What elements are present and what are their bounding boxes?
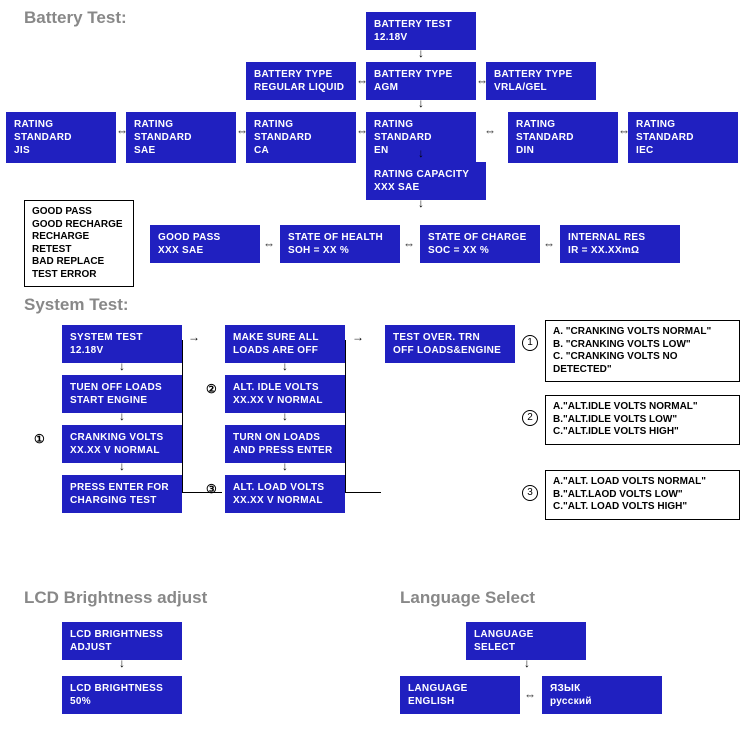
- lcd-value: LCD BRIGHTNESS50%: [62, 676, 182, 714]
- arrow: ⇔: [356, 74, 368, 88]
- bt-rs-din: RATING STANDARDDIN: [508, 112, 618, 163]
- arrow: ↓: [520, 656, 534, 670]
- arrow: ↓: [278, 409, 292, 423]
- connector: [182, 492, 222, 493]
- bt-rs-jis: RATING STANDARDJIS: [6, 112, 116, 163]
- bt-rs-sae: RATING STANDARDSAE: [126, 112, 236, 163]
- st-cranking: CRANKING VOLTSXX.XX V NORMAL: [62, 425, 182, 463]
- bt-good: GOOD PASSXXX SAE: [150, 225, 260, 263]
- arrow: ⇔: [484, 124, 496, 138]
- title-lang: Language Select: [400, 588, 535, 608]
- bt-soh: STATE OF HEALTHSOH = XX %: [280, 225, 400, 263]
- circ-2: 2: [522, 410, 538, 426]
- arrow: ↓: [278, 359, 292, 373]
- st-note3: A."ALT. LOAD VOLTS NORMAL"B."ALT.LAOD VO…: [545, 470, 740, 520]
- bt-type-agm: BATTERY TYPEAGM: [366, 62, 476, 100]
- bt-type-liquid: BATTERY TYPEREGULAR LIQUID: [246, 62, 356, 100]
- arrow: ⇔: [116, 124, 128, 138]
- circ-1: 1: [522, 335, 538, 351]
- arrow: ↓: [414, 146, 428, 160]
- arrow: ⇔: [543, 237, 555, 251]
- title-lcd: LCD Brightness adjust: [24, 588, 207, 608]
- bt-rs-iec: RATING STANDARDIEC: [628, 112, 738, 163]
- arrow: →: [188, 330, 200, 344]
- st-altidle: ALT. IDLE VOLTSXX.XX V NORMAL: [225, 375, 345, 413]
- marker-2: ②: [206, 382, 217, 396]
- connector: [345, 492, 381, 493]
- st-press: PRESS ENTER FORCHARGING TEST: [62, 475, 182, 513]
- marker-1: ①: [34, 432, 45, 446]
- bt-ir: INTERNAL RESIR = XX.XXmΩ: [560, 225, 680, 263]
- arrow: ⇔: [524, 688, 536, 702]
- bt-results-box: GOOD PASSGOOD RECHARGERECHARGE RETESTBAD…: [24, 200, 134, 287]
- connector: [345, 340, 346, 492]
- connector: [182, 340, 183, 492]
- arrow: ↓: [115, 409, 129, 423]
- arrow: ↓: [115, 656, 129, 670]
- st-note2: A."ALT.IDLE VOLTS NORMAL"B."ALT.IDLE VOL…: [545, 395, 740, 445]
- arrow: ⇔: [618, 124, 630, 138]
- arrow: ↓: [115, 459, 129, 473]
- lang-select: LANGUAGESELECT: [466, 622, 586, 660]
- bt-type-vrla: BATTERY TYPEVRLA/GEL: [486, 62, 596, 100]
- bt-capacity: RATING CAPACITYXXX SAE: [366, 162, 486, 200]
- st-turnon: TURN ON LOADSAND PRESS ENTER: [225, 425, 345, 463]
- st-turnoff: TUEN OFF LOADSSTART ENGINE: [62, 375, 182, 413]
- arrow: ⇔: [356, 124, 368, 138]
- arrow: ⇔: [263, 237, 275, 251]
- title-battery: Battery Test:: [24, 8, 127, 28]
- st-root: SYSTEM TEST12.18V: [62, 325, 182, 363]
- bt-root: BATTERY TEST12.18V: [366, 12, 476, 50]
- arrow: ↓: [414, 96, 428, 110]
- arrow: ⇔: [403, 237, 415, 251]
- arrow: ↓: [278, 459, 292, 473]
- bt-rs-ca: RATING STANDARDCA: [246, 112, 356, 163]
- lang-english: LANGUAGEENGLISH: [400, 676, 520, 714]
- bt-soc: STATE OF CHARGESOC = XX %: [420, 225, 540, 263]
- st-altload: ALT. LOAD VOLTSXX.XX V NORMAL: [225, 475, 345, 513]
- st-testover: TEST OVER. TRNOFF LOADS&ENGINE: [385, 325, 515, 363]
- lang-russian: ЯЗЫКрусский: [542, 676, 662, 714]
- arrow: →: [352, 330, 364, 344]
- circ-3: 3: [522, 485, 538, 501]
- arrow: ↓: [115, 359, 129, 373]
- arrow: ⇔: [476, 74, 488, 88]
- title-system: System Test:: [24, 295, 129, 315]
- st-makesure: MAKE SURE ALLLOADS ARE OFF: [225, 325, 345, 363]
- st-note1: A. "CRANKING VOLTS NORMAL"B. "CRANKING V…: [545, 320, 740, 382]
- arrow: ↓: [414, 196, 428, 210]
- marker-3: ③: [206, 482, 217, 496]
- lcd-adjust: LCD BRIGHTNESSADJUST: [62, 622, 182, 660]
- arrow: ⇔: [236, 124, 248, 138]
- arrow: ↓: [414, 46, 428, 60]
